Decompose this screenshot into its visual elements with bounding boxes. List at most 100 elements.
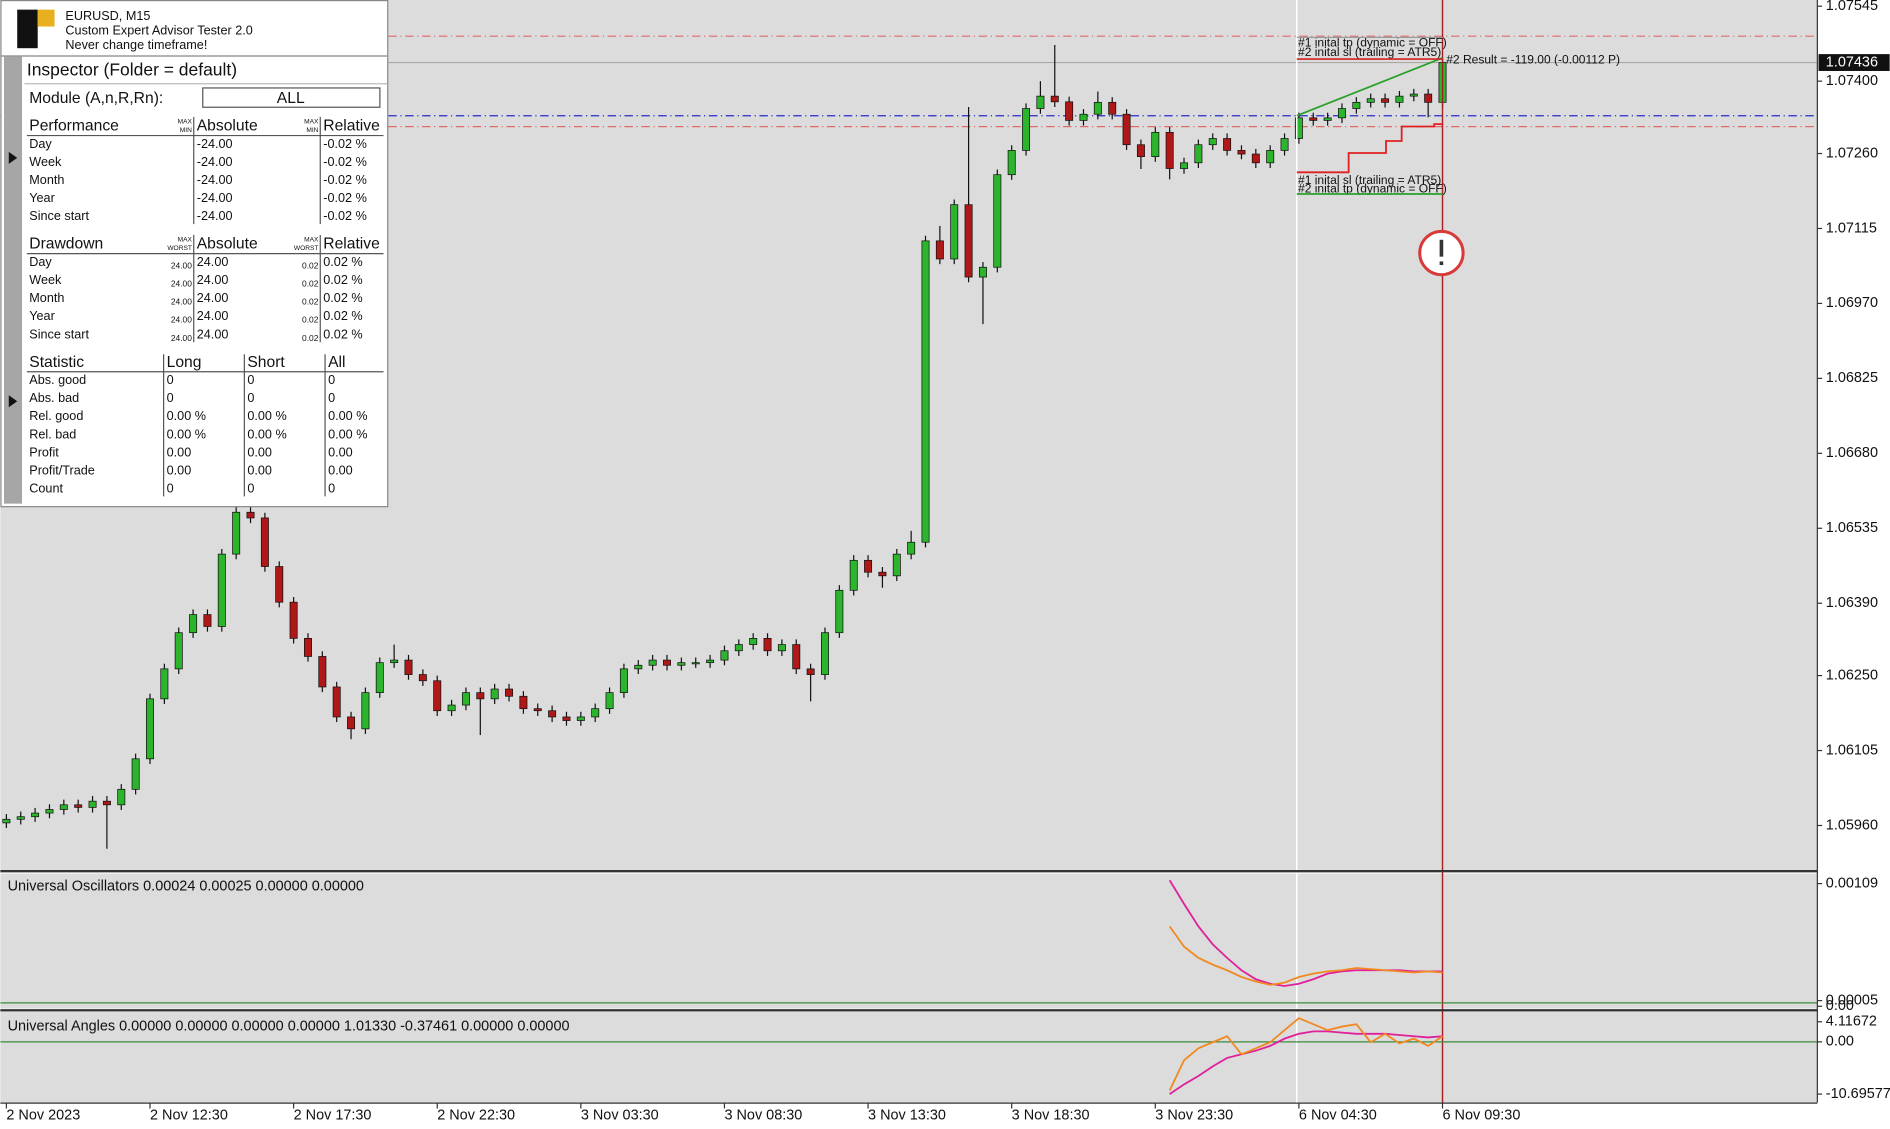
table-cell: 0.02 % — [323, 273, 362, 287]
candle-body — [447, 704, 456, 712]
candle-body — [548, 710, 557, 718]
candle-body — [935, 240, 944, 260]
indicator-line — [1168, 925, 1443, 986]
indicator-line — [1169, 1030, 1443, 1095]
table-cell-small: 24.00 — [171, 297, 192, 307]
x-tick-label: 2 Nov 22:30 — [437, 1108, 515, 1124]
indicator-line — [1168, 1017, 1444, 1091]
table-cell-small: 24.00 — [171, 279, 192, 289]
y-tick-label: 1.07545 — [1826, 0, 1878, 14]
table-cell: 24.00 — [197, 255, 229, 269]
expand-arrow[interactable] — [8, 151, 18, 164]
table-cell: Year — [29, 309, 55, 323]
x-tick-label: 3 Nov 13:30 — [868, 1108, 946, 1124]
table-cell-small: 24.00 — [171, 315, 192, 325]
candle-body — [777, 644, 786, 652]
candle-body — [691, 662, 700, 665]
table-cell: 0.02 % — [323, 309, 362, 323]
table-cell: Rel. bad — [29, 427, 76, 441]
candle-body — [217, 553, 226, 627]
y-tick-label: 1.07115 — [1826, 220, 1877, 236]
candle-body — [160, 668, 169, 700]
y-tick-label: 1.05960 — [1826, 817, 1878, 833]
table-cell: 24.00 — [197, 327, 229, 341]
y-tick-label: 1.07260 — [1826, 145, 1878, 161]
candle-body — [1136, 144, 1145, 157]
candle-body — [1122, 113, 1131, 146]
table-cell: 0 — [247, 391, 254, 405]
candle-body — [275, 566, 284, 603]
table-cell: Abs. bad — [29, 391, 79, 405]
table-cell: 0.02 % — [323, 291, 362, 305]
candle-body — [1007, 150, 1016, 176]
y-tick-label: 1.06250 — [1826, 667, 1878, 683]
table-cell-small: 0.02 — [302, 261, 319, 271]
column-header: Absolute — [197, 236, 258, 253]
indicator-line — [1168, 879, 1443, 987]
range-label: MIN — [180, 127, 192, 134]
table-cell: 0 — [328, 373, 335, 387]
table-cell: -24.00 — [197, 173, 233, 187]
table-cell: 0.02 % — [323, 327, 362, 341]
angles-panel — [0, 1012, 1818, 1103]
y-tick-label: 1.06390 — [1826, 595, 1878, 611]
candle-body — [677, 662, 686, 666]
table-cell: 0 — [328, 391, 335, 405]
table-cell: -0.02 % — [323, 155, 367, 169]
indicator-title: Universal Angles 0.00000 0.00000 0.00000… — [8, 1018, 570, 1034]
table-cell: 0.00 — [328, 463, 353, 477]
candle-body — [576, 716, 585, 721]
y-tick-label: 1.06970 — [1826, 295, 1878, 311]
range-label: MAX — [178, 118, 193, 125]
expand-arrow[interactable] — [8, 395, 18, 408]
table-cell: -0.02 % — [323, 137, 367, 151]
candle-body — [232, 511, 241, 555]
candle-body — [74, 804, 83, 808]
candle-body — [390, 659, 399, 664]
candle-body — [189, 614, 198, 634]
logo-dark — [17, 9, 38, 49]
candle-body — [734, 644, 743, 652]
candle-body — [117, 788, 126, 806]
table-cell: Profit — [29, 445, 59, 459]
candle-body — [1165, 131, 1174, 169]
table-cell: -0.02 % — [323, 209, 367, 223]
table-cell: -24.00 — [197, 191, 233, 205]
candle-body — [1093, 101, 1102, 115]
candle-body — [533, 708, 542, 712]
candle-body — [763, 638, 772, 652]
table-cell: -24.00 — [197, 137, 233, 151]
table-cell: 0 — [167, 391, 174, 405]
table-cell-small: 0.02 — [302, 279, 319, 289]
candle-body — [490, 688, 499, 700]
candle-body — [260, 517, 269, 567]
candle-body — [619, 668, 628, 694]
x-tick-label: 6 Nov 04:30 — [1299, 1108, 1377, 1124]
candle-body — [1022, 108, 1031, 151]
candle-body — [1237, 150, 1246, 155]
candle-body — [88, 800, 97, 808]
column-header: Relative — [323, 236, 380, 253]
last-price-label: 1.07436 — [1826, 54, 1878, 70]
range-label: WORST — [167, 245, 192, 252]
logo-gold — [37, 9, 55, 27]
candle-body — [835, 589, 844, 634]
range-label: MAX — [304, 237, 319, 244]
candle-body — [634, 664, 643, 670]
candle-body — [907, 541, 916, 555]
chart-layer: #1 inital tp (dynamic = OFF)#2 inital sl… — [0, 0, 1818, 1103]
candle-body — [347, 716, 356, 730]
module-button[interactable] — [202, 87, 381, 108]
y-tick-label: 0.00005 — [1826, 992, 1878, 1008]
module-value[interactable]: ALL — [277, 90, 305, 107]
table-cell: 0 — [167, 373, 174, 387]
candle-body — [663, 659, 671, 666]
table-cell: 0.00 % — [328, 427, 367, 441]
candle-body — [59, 804, 68, 810]
table-cell: 0.00 — [247, 445, 272, 459]
x-tick-label: 2 Nov 17:30 — [294, 1108, 372, 1124]
candle-body — [720, 650, 729, 661]
candle-body — [146, 698, 154, 760]
table-cell-small: 0.02 — [302, 315, 319, 325]
